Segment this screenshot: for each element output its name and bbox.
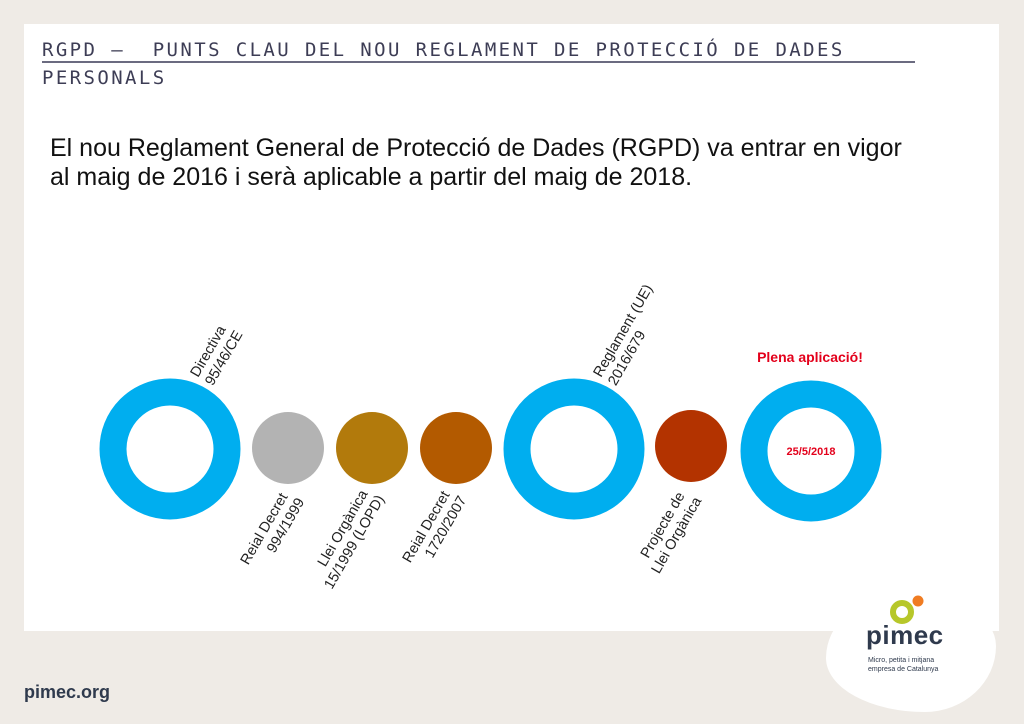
brand-tagline-line1: Micro, petita i mitjana	[868, 657, 935, 664]
plena-aplicacio-headline: Plena aplicació!	[757, 349, 863, 365]
milestone-projecte-llei-label: Projecte de Llei Orgànica	[634, 485, 706, 576]
milestone-reial-decret-994-label: Reial Decret 994/1999	[238, 487, 308, 576]
brand-name: pimec	[866, 620, 944, 650]
milestone-reial-decret-1720-label: Reial Decret 1720/2007	[400, 485, 470, 574]
milestone-reial-decret-1720-disc	[420, 412, 492, 484]
milestone-reial-decret-994-disc	[252, 412, 324, 484]
slide-canvas	[24, 24, 999, 631]
milestone-plena-aplicacio-ring	[740, 380, 882, 522]
milestone-directiva-ring	[99, 378, 241, 520]
pimec-logo-icon	[890, 595, 924, 624]
milestone-reglament-ue-ring	[503, 378, 645, 520]
milestone-reial-decret-1720: Reial Decret 1720/2007	[400, 412, 492, 574]
slide-title: RGPD – PUNTS CLAU DEL NOU REGLAMENT DE P…	[42, 39, 845, 89]
milestone-plena-aplicacio: Plena aplicació! 25/5/2018	[740, 349, 882, 522]
brand-tagline-line2: empresa de Catalunya	[868, 666, 939, 673]
milestone-reial-decret-994: Reial Decret 994/1999	[238, 412, 324, 576]
milestone-projecte-llei-disc	[655, 410, 727, 482]
brand-tagline: Micro, petita i mitjana empresa de Catal…	[868, 656, 978, 674]
milestone-directiva: Directiva 95/46/CE	[99, 319, 247, 520]
milestone-lopd-disc	[336, 412, 408, 484]
footer-url: pimec.org	[24, 682, 111, 702]
plena-aplicacio-date: 25/5/2018	[787, 446, 836, 458]
milestone-projecte-llei: Projecte de Llei Orgànica	[634, 410, 727, 576]
milestone-reglament-ue-label: Reglament (UE) 2016/679	[591, 278, 674, 388]
intro-paragraph: El nou Reglament General de Protecció de…	[50, 134, 902, 191]
milestone-directiva-label: Directiva 95/46/CE	[188, 319, 247, 388]
title-underline	[42, 61, 915, 63]
milestone-reglament-ue: Reglament (UE) 2016/679	[503, 278, 674, 520]
milestone-lopd-label: Llei Orgànica 15/1999 (LOPD)	[307, 484, 388, 592]
